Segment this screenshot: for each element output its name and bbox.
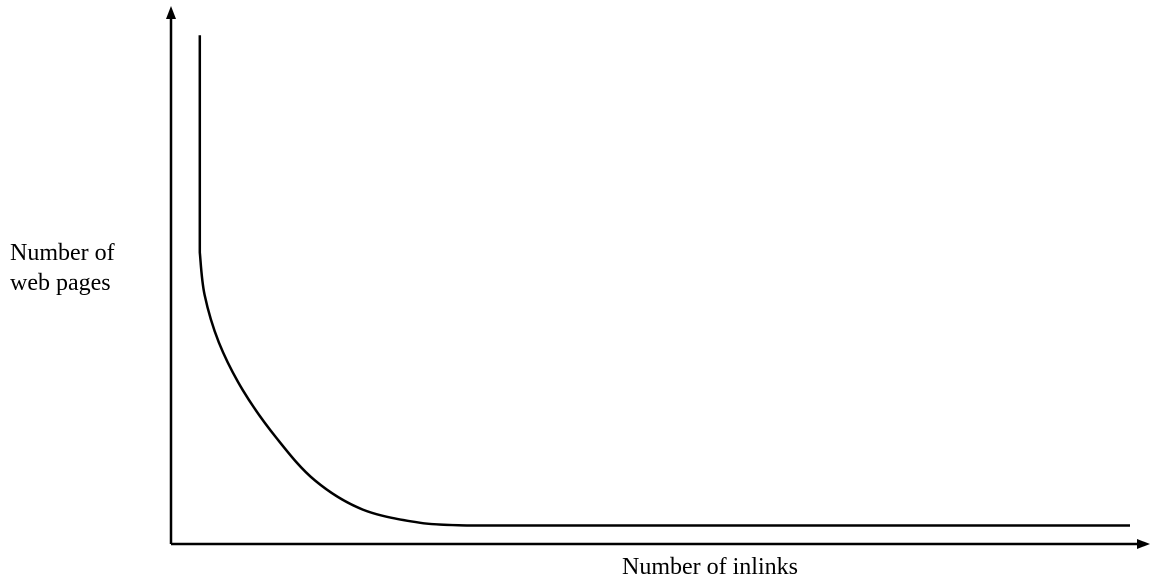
x-axis-label: Number of inlinks [622,554,798,580]
x-axis-arrow [1137,539,1150,549]
y-axis-label-line-2: web pages [10,270,111,296]
y-axis-label-line-1: Number of [10,240,115,266]
y-axis-label: Number of web pages [10,238,160,298]
series-line [198,35,1130,527]
y-axis-arrow [166,6,176,19]
